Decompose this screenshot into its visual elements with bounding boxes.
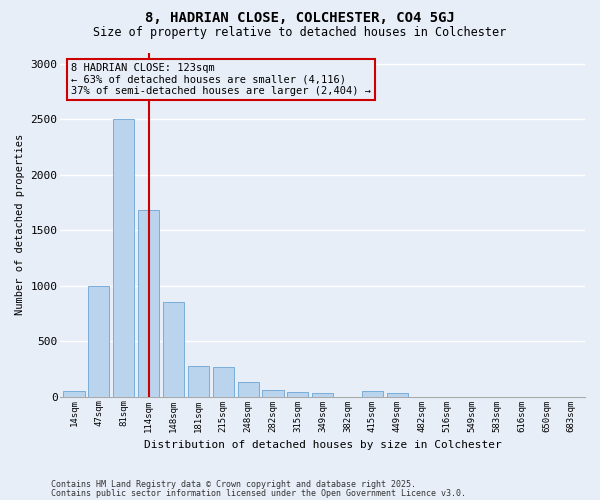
Text: Size of property relative to detached houses in Colchester: Size of property relative to detached ho… [94, 26, 506, 39]
Bar [212, 366, 234, 396]
Text: Contains public sector information licensed under the Open Government Licence v3: Contains public sector information licen… [51, 488, 466, 498]
Bar [262, 390, 284, 396]
X-axis label: Distribution of detached houses by size in Colchester: Distribution of detached houses by size … [144, 440, 502, 450]
Text: 8 HADRIAN CLOSE: 123sqm
← 63% of detached houses are smaller (4,116)
37% of semi: 8 HADRIAN CLOSE: 123sqm ← 63% of detache… [71, 63, 371, 96]
Bar [64, 391, 85, 396]
Text: 8, HADRIAN CLOSE, COLCHESTER, CO4 5GJ: 8, HADRIAN CLOSE, COLCHESTER, CO4 5GJ [145, 12, 455, 26]
Bar [88, 286, 109, 397]
Bar [163, 302, 184, 396]
Bar [287, 392, 308, 396]
Text: Contains HM Land Registry data © Crown copyright and database right 2025.: Contains HM Land Registry data © Crown c… [51, 480, 416, 489]
Bar [113, 119, 134, 396]
Bar [188, 366, 209, 396]
Bar [386, 394, 408, 396]
Bar [362, 391, 383, 396]
Bar [238, 382, 259, 396]
Y-axis label: Number of detached properties: Number of detached properties [15, 134, 25, 315]
Bar [312, 394, 333, 396]
Bar [138, 210, 159, 396]
